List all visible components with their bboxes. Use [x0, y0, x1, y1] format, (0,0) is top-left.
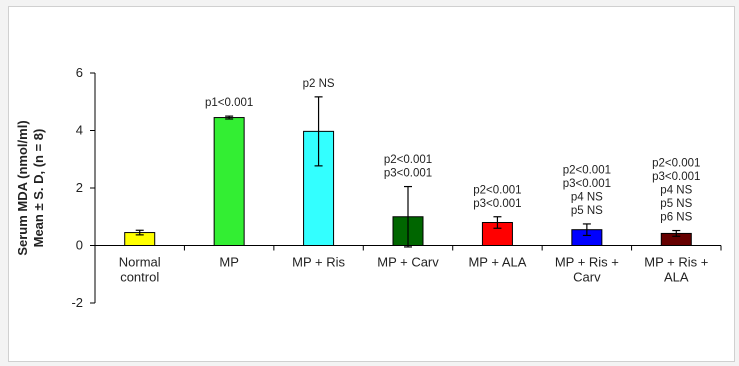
y-tick-label: -2	[71, 295, 83, 310]
y-axis-label: Serum MDA (nmol/ml) Mean ± S. D, (n = 8)	[15, 120, 46, 255]
error-bar	[582, 223, 591, 237]
significance-annotation: p4 NS	[571, 191, 603, 203]
significance-annotation: p3<0.001	[473, 198, 521, 210]
x-category-label: Carv	[573, 270, 601, 285]
x-category-label: MP + Ris +	[555, 255, 619, 270]
significance-annotation: p2<0.001	[563, 164, 611, 176]
x-category-label: MP + Ris +	[644, 255, 708, 270]
error-bar	[225, 115, 234, 120]
significance-annotation: p2<0.001	[384, 154, 432, 166]
error-bar	[404, 185, 412, 248]
significance-annotation: p1<0.001	[205, 97, 253, 109]
error-bar	[672, 229, 681, 237]
bar	[213, 117, 245, 246]
x-category-label: control	[120, 270, 159, 285]
y-tick-label: 0	[76, 238, 83, 253]
significance-annotation: p2<0.001	[473, 184, 521, 196]
significance-annotation: p2 NS	[303, 78, 335, 90]
x-category-label: ALA	[664, 270, 689, 285]
x-category-label: MP + Carv	[377, 255, 439, 270]
y-axis-label-line-1: Serum MDA (nmol/ml)	[15, 120, 30, 255]
x-category-label: MP	[219, 255, 239, 270]
x-category-label: Normal	[119, 255, 161, 270]
significance-annotation: p3<0.001	[563, 178, 611, 190]
significance-annotation: p5 NS	[571, 205, 603, 217]
x-category-label: MP + Ris	[292, 255, 345, 270]
significance-annotation: p3<0.001	[652, 171, 700, 183]
significance-annotation: p2<0.001	[652, 158, 700, 170]
error-bar	[493, 216, 502, 229]
error-bar	[135, 229, 144, 236]
x-category-label: MP + ALA	[468, 255, 526, 270]
significance-annotation: p6 NS	[660, 212, 692, 224]
y-tick-label: 6	[76, 65, 83, 80]
significance-annotation: p5 NS	[660, 198, 692, 210]
y-axis-label-line-2: Mean ± S. D, (n = 8)	[31, 129, 46, 248]
error-bar	[314, 96, 323, 167]
significance-annotation: p4 NS	[660, 185, 692, 197]
bar-chart: Serum MDA (nmol/ml) Mean ± S. D, (n = 8)…	[15, 65, 722, 310]
significance-annotation: p3<0.001	[384, 168, 432, 180]
chart-frame: Serum MDA (nmol/ml) Mean ± S. D, (n = 8)…	[8, 6, 735, 362]
y-tick-label: 4	[76, 123, 83, 138]
y-tick-label: 2	[76, 180, 83, 195]
